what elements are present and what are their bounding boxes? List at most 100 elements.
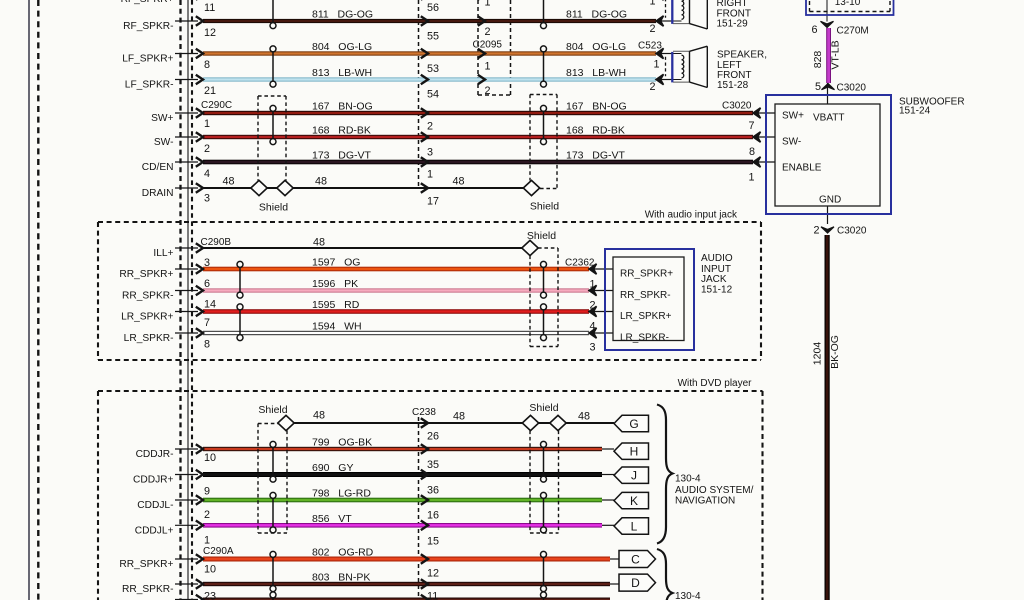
svg-text:VT-LB: VT-LB: [830, 40, 842, 69]
svg-text:7: 7: [204, 317, 210, 329]
svg-text:167 BN-OG: 167 BN-OG: [312, 101, 373, 113]
svg-text:1595 RD: 1595 RD: [312, 299, 360, 311]
svg-text:151-29: 151-29: [717, 19, 749, 30]
svg-text:SW+: SW+: [151, 113, 173, 124]
svg-text:811 DG-OG: 811 DG-OG: [566, 9, 627, 21]
svg-text:8: 8: [204, 59, 210, 71]
svg-text:3: 3: [590, 342, 596, 354]
svg-text:3: 3: [427, 147, 433, 159]
svg-text:C3020: C3020: [837, 83, 867, 94]
svg-text:BK-OG: BK-OG: [829, 335, 841, 369]
svg-text:7: 7: [748, 120, 754, 132]
svg-text:Shield: Shield: [258, 404, 287, 416]
svg-text:2: 2: [204, 509, 210, 521]
svg-text:3: 3: [204, 193, 210, 205]
svg-text:FRONT: FRONT: [717, 9, 751, 20]
svg-text:GND: GND: [819, 195, 841, 206]
svg-text:10: 10: [204, 564, 216, 576]
svg-text:168 RD-BK: 168 RD-BK: [566, 125, 625, 137]
svg-text:LEFT: LEFT: [717, 60, 741, 71]
svg-text:2: 2: [427, 121, 433, 133]
svg-text:54: 54: [427, 89, 439, 101]
svg-text:48: 48: [453, 176, 465, 188]
svg-text:3: 3: [204, 257, 210, 269]
svg-text:RR_SPKR+: RR_SPKR+: [119, 559, 173, 570]
svg-text:C2362: C2362: [565, 258, 595, 269]
svg-text:21: 21: [204, 85, 216, 97]
svg-text:J: J: [631, 469, 637, 483]
svg-text:130-4: 130-4: [675, 474, 701, 485]
svg-text:JACK: JACK: [701, 274, 727, 285]
svg-text:1: 1: [427, 169, 433, 181]
svg-text:C: C: [631, 552, 640, 566]
svg-text:C270M: C270M: [837, 26, 869, 37]
svg-text:811 DG-OG: 811 DG-OG: [312, 9, 373, 21]
svg-text:LF_SPKR-: LF_SPKR-: [125, 80, 174, 91]
svg-text:CDDJR-: CDDJR-: [136, 449, 174, 460]
svg-text:55: 55: [427, 31, 439, 43]
svg-text:15: 15: [427, 536, 439, 548]
svg-text:Shield: Shield: [259, 202, 288, 214]
svg-text:48: 48: [578, 411, 590, 423]
svg-text:C3020: C3020: [837, 226, 867, 237]
svg-text:SUBWOOFER: SUBWOOFER: [899, 96, 965, 107]
svg-text:23: 23: [204, 591, 216, 600]
svg-text:G: G: [629, 417, 638, 431]
svg-text:With DVD player: With DVD player: [678, 378, 753, 389]
svg-text:1: 1: [590, 279, 596, 291]
svg-text:CD/EN: CD/EN: [142, 162, 174, 173]
svg-text:26: 26: [427, 431, 439, 443]
svg-text:SW-: SW-: [782, 137, 801, 148]
svg-text:C3020: C3020: [722, 101, 752, 112]
svg-text:FRONT: FRONT: [717, 70, 751, 81]
svg-text:1204: 1204: [812, 342, 824, 366]
svg-text:L: L: [631, 519, 638, 533]
svg-text:C2095: C2095: [473, 40, 503, 51]
svg-text:Shield: Shield: [527, 230, 556, 242]
svg-text:16: 16: [427, 510, 439, 522]
svg-text:2: 2: [650, 23, 656, 35]
svg-text:1: 1: [485, 61, 491, 73]
svg-text:1: 1: [650, 0, 656, 8]
svg-text:803 BN-PK: 803 BN-PK: [312, 572, 370, 584]
svg-text:With audio input jack: With audio input jack: [645, 210, 738, 221]
svg-text:130-4: 130-4: [675, 591, 701, 600]
svg-text:LR_SPKR-: LR_SPKR-: [124, 333, 174, 344]
svg-text:173 DG-VT: 173 DG-VT: [566, 150, 626, 162]
svg-text:CDDJL+: CDDJL+: [135, 525, 174, 536]
svg-text:2: 2: [485, 26, 491, 38]
svg-text:151-12: 151-12: [701, 285, 733, 296]
svg-text:1594 WH: 1594 WH: [312, 321, 362, 333]
svg-text:167 BN-OG: 167 BN-OG: [566, 101, 627, 113]
svg-text:813 LB-WH: 813 LB-WH: [312, 67, 372, 79]
svg-text:11: 11: [427, 591, 438, 600]
svg-text:804 OG-LG: 804 OG-LG: [312, 41, 372, 53]
svg-text:AUDIO SYSTEM/: AUDIO SYSTEM/: [675, 485, 754, 496]
svg-text:SW-: SW-: [154, 137, 174, 148]
svg-text:1: 1: [485, 0, 491, 9]
svg-text:12: 12: [427, 568, 439, 580]
svg-text:1597 OG: 1597 OG: [312, 257, 360, 269]
svg-text:11: 11: [204, 2, 215, 14]
svg-text:1: 1: [204, 535, 210, 547]
svg-text:H: H: [630, 445, 639, 459]
svg-text:690 GY: 690 GY: [312, 462, 353, 474]
svg-text:C290A: C290A: [203, 546, 234, 557]
svg-text:168 RD-BK: 168 RD-BK: [312, 125, 371, 137]
svg-text:D: D: [631, 576, 640, 590]
svg-text:14: 14: [204, 299, 216, 311]
svg-text:SW+: SW+: [782, 111, 804, 122]
svg-text:17: 17: [427, 196, 439, 208]
svg-text:6: 6: [204, 278, 210, 290]
svg-text:C290B: C290B: [201, 237, 232, 248]
svg-text:RR_SPKR-: RR_SPKR-: [122, 291, 174, 302]
svg-text:INPUT: INPUT: [701, 264, 731, 275]
svg-text:LR_SPKR+: LR_SPKR+: [121, 312, 173, 323]
svg-text:828: 828: [812, 51, 824, 69]
svg-text:LF_SPKR+: LF_SPKR+: [122, 54, 173, 65]
svg-text:SPEAKER,: SPEAKER,: [717, 50, 767, 61]
svg-text:CDDJL-: CDDJL-: [137, 500, 173, 511]
svg-text:1: 1: [748, 172, 754, 184]
svg-text:RR_SPKR-: RR_SPKR-: [122, 584, 174, 595]
svg-text:813 LB-WH: 813 LB-WH: [566, 67, 626, 79]
